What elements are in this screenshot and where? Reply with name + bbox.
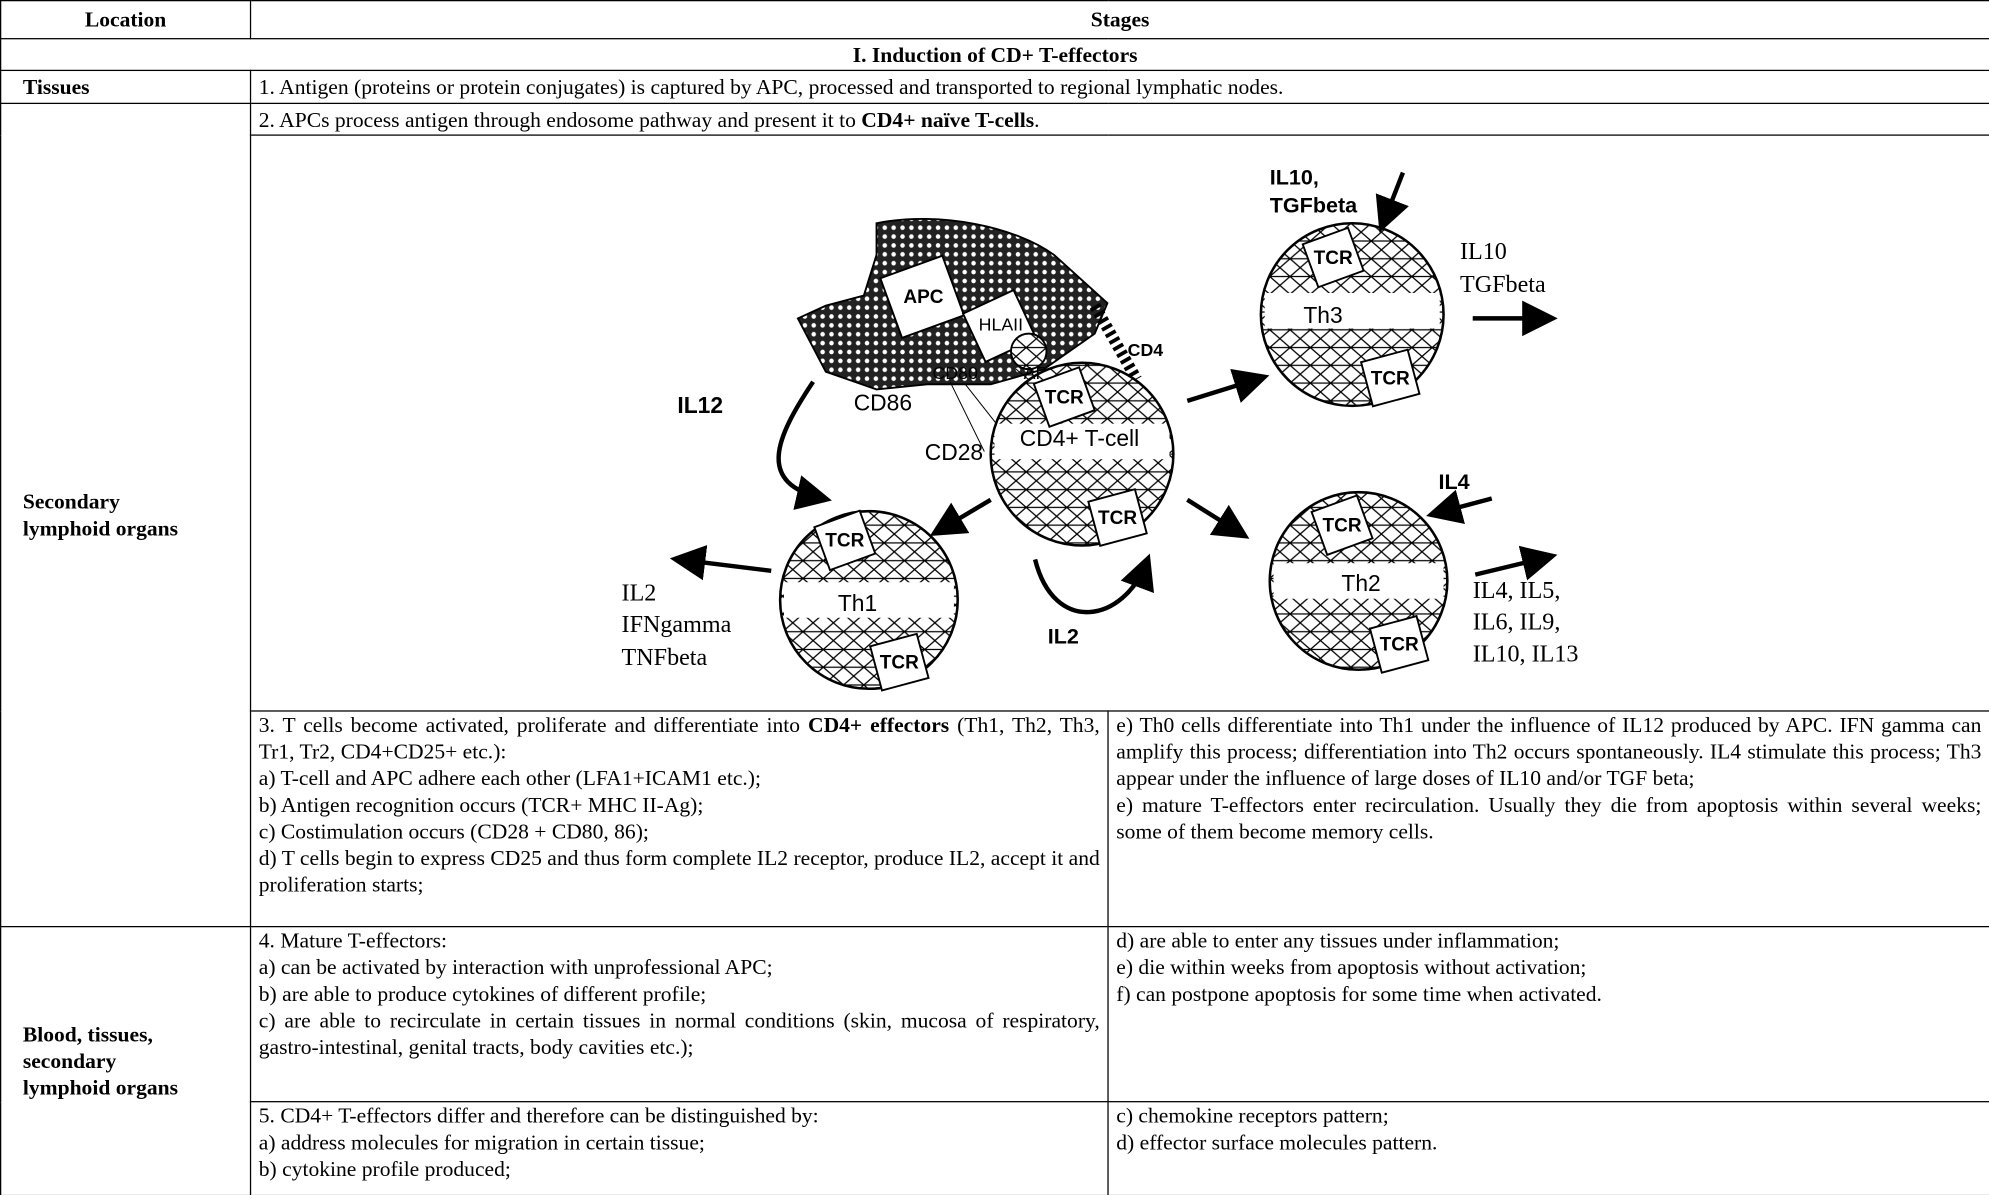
text-line: e) die within weeks from apoptosis witho… — [1116, 955, 1587, 980]
text-line: d) T cells begin to express CD25 and thu… — [258, 846, 1100, 897]
header-cell: Stages — [249, 0, 1989, 40]
label: CD86 — [854, 390, 912, 416]
label: IL4 — [1438, 469, 1469, 494]
label: IL6, IL9, — [1473, 610, 1561, 636]
text-line: a) can be activated by interaction with … — [258, 955, 773, 980]
label: Th2 — [1341, 570, 1380, 596]
diagram: IL10, TGFbeta IL10 TGFbeta IL4, IL5, IL6… — [622, 165, 1579, 692]
row: 5. CD4+ T-effectors differ and therefore… — [1, 1101, 1989, 1195]
text-line: b) Antigen recognition occurs (TCR+ MHC … — [258, 792, 704, 817]
label: IL2 — [622, 580, 657, 606]
bold-text: CD4+ naïve T-cells — [861, 107, 1035, 132]
apc — [796, 217, 1142, 452]
row: 3. T cells become activated, proliferate… — [1, 710, 1989, 928]
stage-cell: 1. Antigen (proteins or protein conjugat… — [249, 69, 1989, 105]
stage-cell: c) chemokine receptors pattern; d) effect… — [1107, 1101, 1989, 1195]
label: Th3 — [1303, 302, 1342, 328]
text-line: 5. CD4+ T-effectors differ and therefore… — [258, 1103, 819, 1128]
paragraph: 3. T cells become activated, proliferate… — [259, 712, 1100, 765]
text-line: c) chemokine receptors pattern; — [1116, 1103, 1389, 1128]
label: TGFbeta — [1460, 272, 1546, 298]
label: IL10, IL13 — [1473, 641, 1579, 667]
row: Tissues 1. Antigen (proteins or protein … — [0, 69, 1989, 105]
text: 2. APCs process antigen through endosome… — [258, 107, 862, 132]
labels: IL10, TGFbeta — [1270, 165, 1358, 218]
text: 3. T cells become activated, proliferate… — [258, 712, 809, 737]
label: TCR — [825, 531, 864, 552]
stage-cell: 5. CD4+ T-effectors differ and therefore… — [249, 1101, 1109, 1195]
label: CD4+ T-cell — [1020, 425, 1139, 451]
text-line: d) are able to enter any tissues under i… — [1116, 928, 1560, 953]
label: TGFbeta — [1270, 192, 1358, 217]
text-line: lymphoid organs — [22, 516, 179, 541]
label: Th1 — [838, 590, 877, 616]
label: IL2 — [1048, 624, 1079, 649]
arrows — [669, 171, 1558, 615]
text-line: lymphoid organs — [22, 1075, 179, 1100]
section-row: I. Induction of CD+ T-effectors — [0, 38, 1989, 72]
list: a) T-cell and APC adhere each other (LFA… — [259, 765, 1100, 898]
text-line: a) address molecules for migration in ce… — [258, 1130, 705, 1155]
header-cell: Location — [0, 0, 252, 40]
label: AГ — [1024, 363, 1046, 383]
label: TCR — [1380, 635, 1419, 656]
th3-cell — [1259, 221, 1445, 408]
label: TCR — [1371, 368, 1410, 389]
label: TCR — [1045, 387, 1084, 408]
header-row: Location Stages — [0, 0, 1989, 40]
stage-cell: 3. T cells become activated, proliferate… — [249, 710, 1109, 928]
section-title: I. Induction of CD+ T-effectors — [0, 38, 1989, 72]
text: (Th1, Th2, Th3, Tr1, Tr2, CD4+CD25+ etc.… — [258, 712, 1100, 764]
stage-cell: 2. APCs process antigen through endosome… — [249, 102, 1989, 136]
text-line: e) Th0 cells differentiate into Th1 unde… — [1116, 712, 1982, 791]
text-line: c) Costimulation occurs (CD28 + CD80, 86… — [258, 819, 649, 844]
row: Blood, tissues, secondary lymphoid organs … — [0, 925, 1989, 1195]
text-line: d) effector surface molecules pattern. — [1116, 1130, 1438, 1155]
label: TCR — [1098, 508, 1137, 529]
label: TCR — [1323, 515, 1362, 536]
label: IFNgamma — [622, 612, 732, 638]
diagram-row: IL10, TGFbeta IL10 TGFbeta IL4, IL5, IL6… — [1, 134, 1989, 712]
text-line: secondary — [22, 1049, 117, 1074]
text-line: Secondary — [22, 489, 120, 514]
stage-cell: 4. Mature T-effectors: a) can be activate… — [249, 925, 1109, 1103]
label: IL10, — [1270, 165, 1319, 190]
bold-text: CD4+ effectors — [808, 712, 950, 737]
text-line: 4. Mature T-effectors: — [258, 928, 448, 953]
stage-cell: e) Th0 cells differentiate into Th1 unde… — [1107, 710, 1989, 928]
text-line: a) T-cell and APC adhere each other (LFA… — [258, 766, 761, 791]
text-line: b) cytokine profile produced; — [258, 1156, 511, 1181]
text: . — [1034, 107, 1040, 132]
label: CD28 — [925, 439, 983, 465]
text-line: f) can postpone apoptosis for some time … — [1116, 981, 1602, 1006]
th2-cell — [1268, 490, 1449, 674]
label: TNFbeta — [622, 645, 708, 671]
label: IL4, IL5, — [1473, 578, 1561, 604]
label: CD80 — [932, 363, 978, 383]
th1-cell — [778, 509, 959, 692]
label: APC — [903, 287, 943, 308]
location-cell: Secondary lymphoid organs — [0, 102, 252, 928]
label: HLAII — [979, 315, 1023, 335]
row: Secondary lymphoid organs 2. APCs process… — [0, 102, 1989, 928]
text-line: e) mature T-effectors enter recirculatio… — [1116, 792, 1982, 844]
location-cell: Tissues — [0, 69, 252, 105]
text-line: Blood, tissues, — [22, 1022, 153, 1047]
label: TCR — [880, 652, 919, 673]
label: CD4 — [1128, 340, 1164, 360]
label: IL10 — [1460, 239, 1507, 265]
stage-cell: d) are able to enter any tissues under i… — [1107, 925, 1989, 1103]
cd4-cell — [989, 361, 1175, 548]
text-line: b) are able to produce cytokines of diff… — [258, 981, 707, 1006]
text-line: c) are able to recirculate in certain ti… — [258, 1008, 1100, 1060]
label: IL12 — [677, 392, 723, 418]
label: TCR — [1314, 248, 1353, 269]
location-cell: Blood, tissues, secondary lymphoid organs — [0, 925, 252, 1195]
diagram-cell: IL10, TGFbeta IL10 TGFbeta IL4, IL5, IL6… — [249, 134, 1989, 712]
